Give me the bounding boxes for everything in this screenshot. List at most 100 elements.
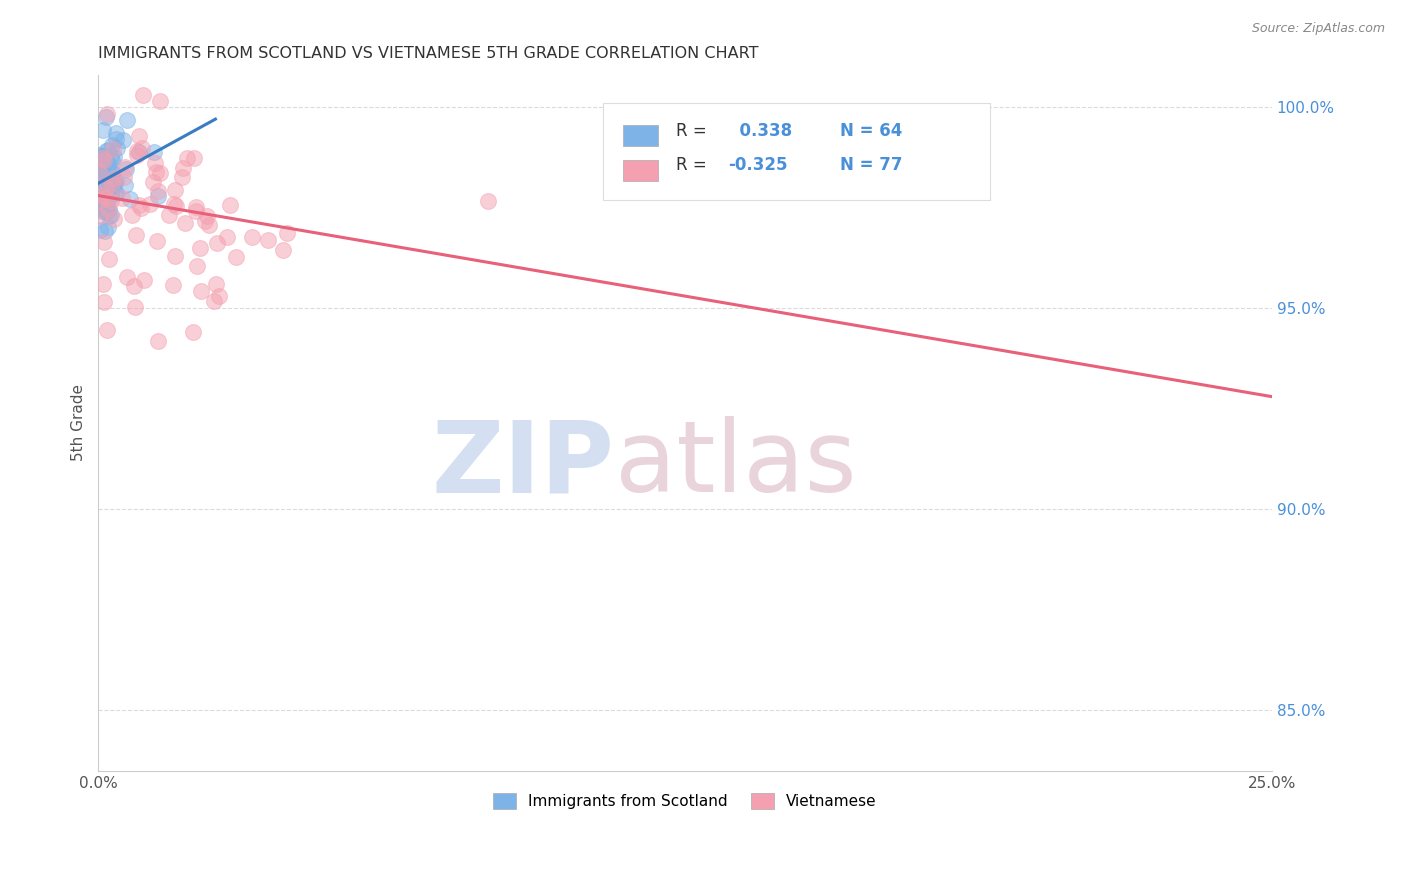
Point <box>134 273 156 287</box>
Point <box>271 243 294 257</box>
Point <box>148 166 170 180</box>
Point <box>89 209 111 223</box>
Point <box>89 186 111 200</box>
Point <box>146 188 169 202</box>
Point <box>91 167 114 181</box>
FancyBboxPatch shape <box>603 103 990 200</box>
Point <box>94 168 117 182</box>
Point <box>240 229 263 244</box>
Point <box>205 236 228 251</box>
Point <box>96 323 118 337</box>
Point <box>186 204 208 219</box>
Point <box>128 198 150 212</box>
Point <box>100 150 122 164</box>
Point <box>97 143 120 157</box>
Point <box>103 173 125 187</box>
Point <box>96 190 118 204</box>
Text: N = 77: N = 77 <box>839 156 903 174</box>
Point <box>122 278 145 293</box>
Point <box>93 294 115 309</box>
Point <box>225 250 247 264</box>
Point <box>100 208 122 222</box>
Point <box>93 235 115 250</box>
Point <box>97 202 120 216</box>
Point <box>194 214 217 228</box>
Point <box>93 191 115 205</box>
Point <box>184 200 207 214</box>
Text: -0.325: -0.325 <box>728 156 787 174</box>
Point <box>98 202 121 217</box>
Point <box>118 192 141 206</box>
Point <box>105 186 128 201</box>
Point <box>89 194 111 208</box>
Point <box>96 107 118 121</box>
Point <box>114 160 136 174</box>
Point <box>115 161 138 176</box>
Point <box>129 201 152 215</box>
Point <box>128 145 150 159</box>
Point <box>111 191 134 205</box>
Point <box>90 151 112 165</box>
Point <box>146 235 169 249</box>
Point <box>195 210 218 224</box>
Text: R =: R = <box>675 121 706 139</box>
Point <box>91 173 114 187</box>
Point <box>202 294 225 309</box>
Point <box>101 166 124 180</box>
Point <box>145 165 167 179</box>
Point <box>163 249 186 263</box>
Point <box>172 161 194 176</box>
Point <box>138 197 160 211</box>
Point <box>190 284 212 298</box>
Point <box>94 168 117 182</box>
Text: IMMIGRANTS FROM SCOTLAND VS VIETNAMESE 5TH GRADE CORRELATION CHART: IMMIGRANTS FROM SCOTLAND VS VIETNAMESE 5… <box>98 46 759 62</box>
Point <box>186 259 208 273</box>
Point <box>276 226 298 240</box>
Point <box>157 208 180 222</box>
Point <box>94 181 117 195</box>
Point <box>103 175 125 189</box>
Point <box>90 178 112 192</box>
Point <box>117 113 139 128</box>
Point <box>97 219 120 234</box>
Text: Source: ZipAtlas.com: Source: ZipAtlas.com <box>1251 22 1385 36</box>
Point <box>93 149 115 163</box>
Point <box>208 289 231 303</box>
Point <box>103 176 125 190</box>
Point <box>112 170 135 185</box>
Point <box>162 278 184 293</box>
Point <box>101 142 124 156</box>
Point <box>149 94 172 108</box>
Point <box>256 233 278 247</box>
Point <box>91 154 114 169</box>
Point <box>94 110 117 124</box>
Point <box>124 300 146 314</box>
Y-axis label: 5th Grade: 5th Grade <box>72 384 86 461</box>
Point <box>103 150 125 164</box>
Point <box>103 171 125 186</box>
Point <box>170 170 193 185</box>
Point <box>176 151 198 165</box>
Point <box>146 334 169 348</box>
Point <box>128 128 150 143</box>
Point <box>143 156 166 170</box>
Point <box>132 87 155 102</box>
Point <box>125 144 148 158</box>
Point <box>204 277 226 292</box>
Point <box>163 197 186 211</box>
Text: R =: R = <box>675 156 706 174</box>
Point <box>101 138 124 153</box>
Point <box>146 184 169 198</box>
Point <box>121 208 143 222</box>
Point <box>97 161 120 175</box>
Point <box>477 194 499 209</box>
Point <box>89 148 111 162</box>
Point <box>218 198 240 212</box>
Text: 0.338: 0.338 <box>728 121 793 139</box>
Bar <box>623 160 658 181</box>
Point <box>94 202 117 217</box>
Point <box>94 224 117 238</box>
Point <box>100 183 122 197</box>
Point <box>90 185 112 199</box>
Point <box>142 145 165 159</box>
